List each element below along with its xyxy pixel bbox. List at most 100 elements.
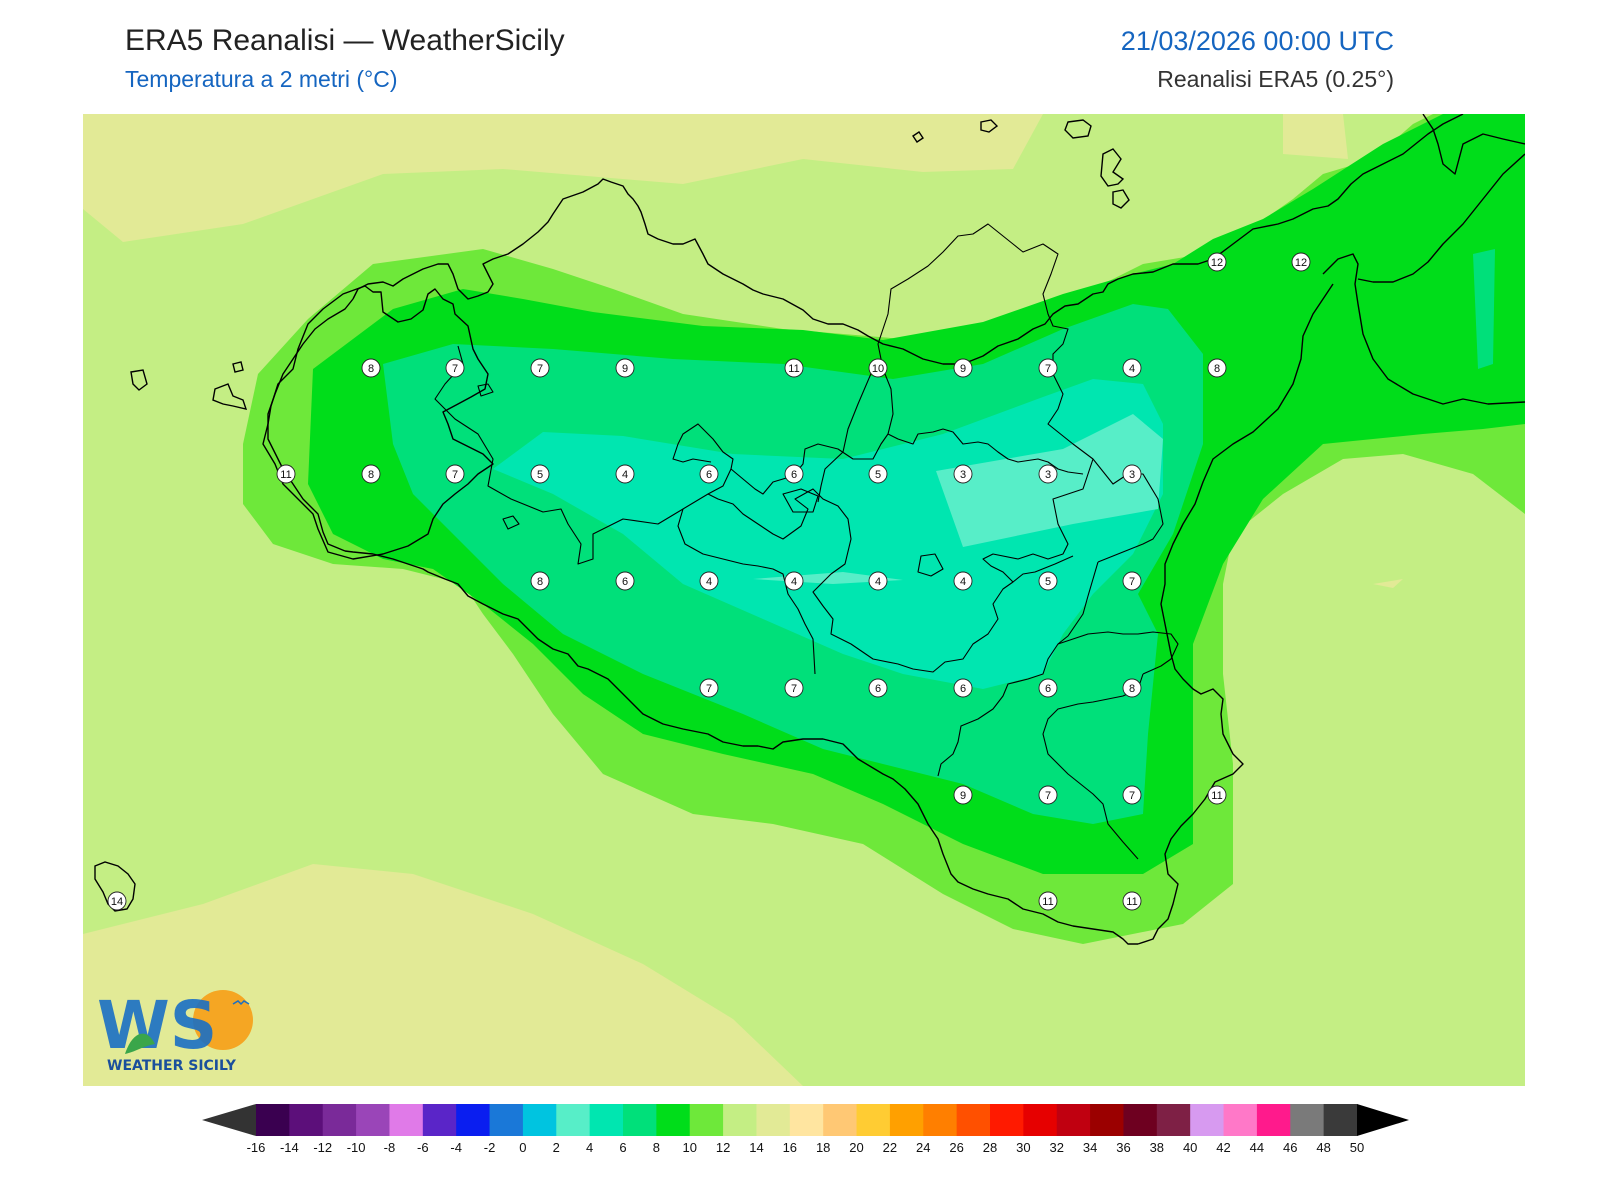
legend-tick-label: 34: [1083, 1140, 1097, 1155]
calabria-inner-coast: [1357, 153, 1525, 283]
station-value: 4: [791, 576, 797, 588]
legend-tick-label: 50: [1350, 1140, 1364, 1155]
legend-color-bin: [289, 1104, 324, 1136]
station-marker: 11: [1122, 891, 1142, 911]
station-marker: 6: [615, 571, 635, 591]
logo-bird-icon: [232, 1000, 250, 1006]
station-value: 7: [1129, 576, 1135, 588]
legend-color-bin: [956, 1104, 991, 1136]
sicily-coastline: [262, 285, 494, 560]
field-14-16-bottom-right: [1373, 579, 1403, 588]
station-value: 10: [872, 363, 884, 375]
station-marker: 11: [784, 358, 804, 378]
legend-tick-label: 0: [519, 1140, 526, 1155]
weather-sicily-logo: WS WEATHER SICILY: [97, 987, 253, 1074]
legend-color-bin: [990, 1104, 1024, 1136]
station-value: 3: [960, 469, 966, 481]
station-value: 5: [1045, 576, 1051, 588]
legend-tick-label: 10: [682, 1140, 696, 1155]
station-value: 4: [622, 469, 628, 481]
legend-color-bin: [623, 1104, 657, 1136]
legend-tick-label: 16: [783, 1140, 797, 1155]
legend-tick-label: 32: [1049, 1140, 1063, 1155]
legend-tick-label: 18: [816, 1140, 830, 1155]
field-8-10-right: [1473, 249, 1495, 369]
legend-color-bin: [556, 1104, 591, 1136]
legend-tick-label: -2: [484, 1140, 496, 1155]
station-value: 6: [1045, 683, 1051, 695]
station-value: 7: [791, 683, 797, 695]
station-markers: 12 12 8 7 7 9 11 10 9 7 4 8 11 8 7 5 4 6 6 5 3 3 3 8 6 4 4 4 4 5 7 7 7 6 6…: [107, 252, 1311, 911]
station-value: 4: [960, 576, 966, 588]
sicily-east-coastline: [1137, 283, 1334, 945]
logo-letters: WS: [97, 987, 217, 1064]
station-marker: 7: [784, 678, 804, 698]
calabria-south-coastline: [1322, 253, 1525, 405]
legend-color-bin: [756, 1104, 791, 1136]
province-boundaries-5: [1042, 631, 1179, 860]
legend-tick-label: -10: [347, 1140, 366, 1155]
station-marker: 7: [699, 678, 719, 698]
legend-tick-label: 22: [883, 1140, 897, 1155]
station-marker: 14: [107, 891, 127, 911]
legend-tick-label: -6: [417, 1140, 429, 1155]
station-marker: 4: [868, 571, 888, 591]
legend-over-arrow: [1357, 1104, 1409, 1136]
station-marker: 8: [361, 464, 381, 484]
station-marker: 9: [953, 358, 973, 378]
legend-color-bin: [656, 1104, 691, 1136]
station-value: 3: [1045, 469, 1051, 481]
station-marker: 6: [953, 678, 973, 698]
station-value: 8: [1129, 683, 1135, 695]
station-value: 7: [452, 363, 458, 375]
station-marker: 5: [1038, 571, 1058, 591]
legend-tick-label: 14: [749, 1140, 763, 1155]
legend-color-bin: [1090, 1104, 1124, 1136]
station-value: 11: [1042, 896, 1053, 908]
legend-tick-label: -16: [247, 1140, 266, 1155]
station-marker: 12: [1291, 252, 1311, 272]
station-value: 9: [960, 363, 966, 375]
station-marker: 6: [1038, 678, 1058, 698]
legend-color-bin: [489, 1104, 524, 1136]
legend-tick-label: 30: [1016, 1140, 1030, 1155]
legend-color-bin: [856, 1104, 891, 1136]
station-marker: 7: [1038, 785, 1058, 805]
legend-color-bin: [789, 1104, 824, 1136]
station-marker: 7: [1122, 571, 1142, 591]
province-boundaries: [434, 223, 1094, 673]
data-source: Reanalisi ERA5 (0.25°): [1157, 66, 1394, 92]
station-marker: 3: [1122, 464, 1142, 484]
temperature-map: 12 12 8 7 7 9 11 10 9 7 4 8 11 8 7 5 4 6 6 5 3 3 3 8 6 4 4 4 4 5 7 7 7 6 6…: [83, 114, 1525, 1086]
legend-color-bin: [1123, 1104, 1158, 1136]
legend-tick-label: 4: [586, 1140, 593, 1155]
station-marker: 3: [1038, 464, 1058, 484]
station-marker: 6: [868, 678, 888, 698]
station-value: 7: [1129, 790, 1135, 802]
station-marker: 7: [445, 464, 465, 484]
station-value: 8: [368, 469, 374, 481]
station-value: 7: [537, 363, 543, 375]
legend-color-bin: [1156, 1104, 1191, 1136]
station-value: 6: [706, 469, 712, 481]
logo-text: WEATHER SICILY: [107, 1058, 237, 1074]
legend-tick-label: 36: [1116, 1140, 1130, 1155]
station-value: 12: [1211, 257, 1223, 269]
station-value: 11: [280, 469, 291, 481]
legend-tick-label: -14: [280, 1140, 299, 1155]
legend-color-bin: [1290, 1104, 1325, 1136]
legend-color-bin: [889, 1104, 924, 1136]
legend-color-bin: [256, 1104, 290, 1136]
legend-tick-label: 2: [553, 1140, 560, 1155]
station-marker: 3: [953, 464, 973, 484]
legend-tick-label: 6: [619, 1140, 626, 1155]
station-value: 11: [1126, 896, 1137, 908]
province-boundaries-2: [672, 368, 1084, 675]
station-value: 6: [622, 576, 628, 588]
legend-color-bin: [356, 1104, 390, 1136]
station-marker: 8: [530, 571, 550, 591]
station-marker: 9: [615, 358, 635, 378]
legend-tick-label: -12: [313, 1140, 332, 1155]
station-value: 4: [1129, 363, 1135, 375]
field-14-16-top: [83, 114, 1043, 242]
